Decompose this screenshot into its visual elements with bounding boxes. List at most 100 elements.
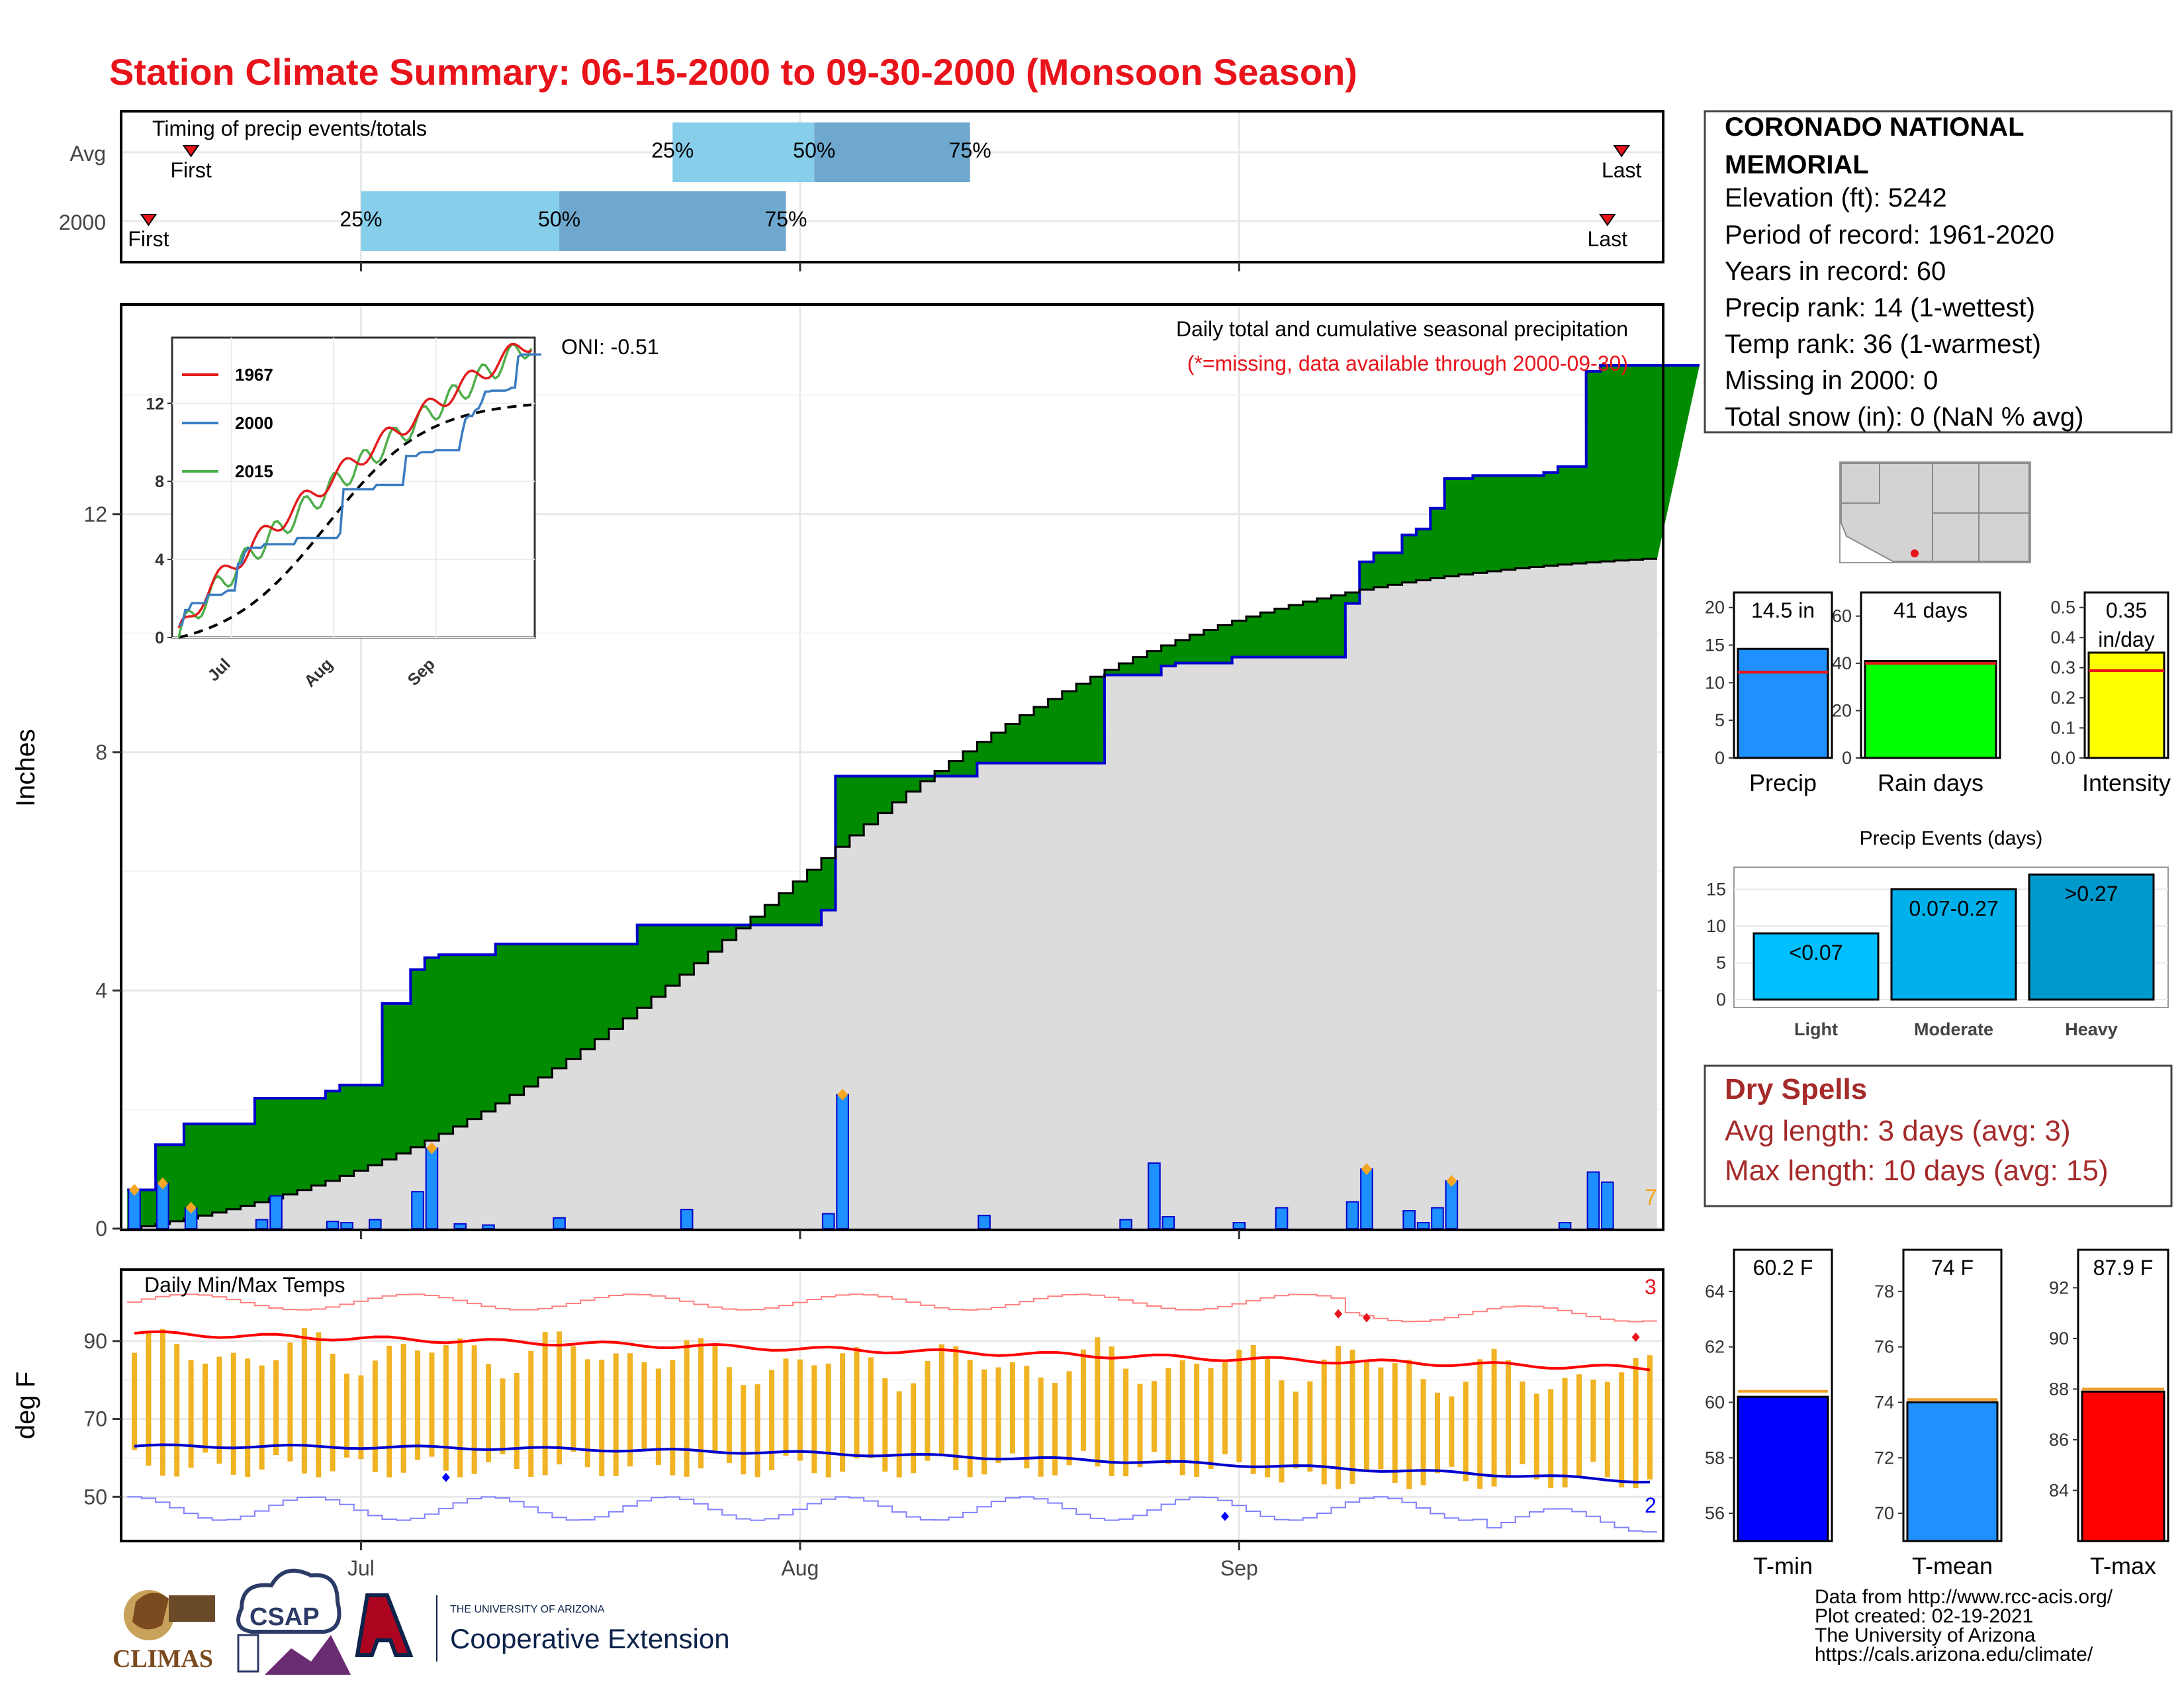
daily-temp-range-bar <box>769 1370 775 1470</box>
daily-precip-bar <box>553 1217 566 1230</box>
daily-precip-bar <box>369 1219 382 1229</box>
daily-temp-range-bar <box>953 1346 959 1470</box>
record-high-marker <box>1362 1313 1371 1323</box>
summary-t-min-label: T-min <box>1753 1552 1813 1579</box>
daily-precip-bar <box>425 1147 439 1229</box>
daily-precip-bar <box>255 1219 269 1229</box>
daily-temp-range-bar <box>146 1332 152 1466</box>
daily-precip-bar <box>340 1222 353 1230</box>
month-tick-label: Sep <box>1220 1556 1258 1580</box>
precip-events-chart: Precip Events (days) 0 5 10 15 <0.07 Light 0.07… <box>1706 827 2169 1039</box>
summary-t-min-y-tick: 62 <box>1705 1337 1725 1357</box>
timing-q50-label: 50% <box>538 207 580 231</box>
footer-line-3: The University of Arizona <box>1815 1624 2036 1646</box>
summary-t-min: 56 58 60 62 64 60.2 F T-min <box>1705 1248 1833 1579</box>
daily-temp-range-bar <box>1123 1368 1129 1477</box>
daily-temp-range-bar <box>995 1367 1001 1464</box>
timing-first-label: First <box>128 227 169 251</box>
station-name: CORONADO NATIONAL <box>1725 113 2025 142</box>
daily-temp-range-bar <box>684 1340 690 1477</box>
daily-temp-range-bar <box>1307 1381 1313 1472</box>
daily-temp-range-bar <box>1250 1344 1256 1474</box>
temp-count-low: 2 <box>1645 1493 1657 1517</box>
record-low-line <box>127 1496 1657 1533</box>
daily-temp-range-bar <box>344 1374 350 1458</box>
daily-temp-range-bar <box>811 1365 817 1474</box>
events-y-tick: 10 <box>1706 916 1726 936</box>
timing-row-avg-label: Avg <box>69 142 106 165</box>
summary-intensity-label: Intensity <box>2082 769 2171 796</box>
daily-temp-range-bar <box>754 1384 760 1477</box>
daily-precip-bar <box>836 1094 849 1229</box>
record-precip-marker <box>837 1088 848 1101</box>
daily-precip-bar <box>1431 1207 1444 1230</box>
summary-t-max-value: 87.9 F <box>2093 1256 2154 1280</box>
summary-intensity-y-tick: 0.3 <box>2050 658 2075 678</box>
summary-precip-y-tick: 10 <box>1705 673 1725 692</box>
timing-panel: Timing of precip events/totals 25% 50% 75%… <box>59 110 1664 263</box>
summary-intensity-y-tick: 0.2 <box>2050 688 2075 708</box>
daily-temp-range-bar <box>1236 1349 1242 1462</box>
daily-temp-range-bar <box>1349 1349 1355 1484</box>
daily-temp-range-bar <box>1505 1360 1511 1476</box>
daily-temp-range-bar <box>613 1353 619 1476</box>
record-precip-marker <box>1446 1175 1457 1188</box>
daily-temp-range-bar <box>486 1364 492 1462</box>
daily-temp-range-bar <box>1576 1374 1582 1477</box>
precip-count-label: 7 <box>1645 1185 1657 1210</box>
summary-precip-y-tick: 20 <box>1705 598 1725 618</box>
inset-y-tick: 12 <box>146 395 164 413</box>
summary-t-min-value: 60.2 F <box>1753 1256 1813 1280</box>
station-info: CORONADO NATIONAL MEMORIAL Elevation (ft… <box>1704 110 2173 434</box>
daily-temp-range-bar <box>1151 1381 1157 1452</box>
climas-logo: CLIMAS <box>113 1590 215 1673</box>
summary-t-mean-y-tick: 74 <box>1874 1392 1894 1412</box>
daily-temp-range-bar <box>542 1332 548 1476</box>
precip-y-tick: 12 <box>83 502 107 526</box>
summary-precip-value: 14.5 in <box>1751 598 1815 622</box>
events-bar-text: >0.27 <box>2065 882 2118 906</box>
summary-t-mean-y-tick: 78 <box>1874 1282 1894 1301</box>
daily-temp-range-bar <box>797 1359 803 1461</box>
timing-first-label: First <box>171 158 212 182</box>
daily-temp-range-bar <box>1363 1362 1369 1471</box>
info-elevation: Elevation (ft): 5242 <box>1725 183 1947 212</box>
avg-cumulative-area <box>127 559 1657 1229</box>
footer-line-1: Data from http://www.rcc-acis.org/ <box>1815 1586 2113 1608</box>
station-name-line2: MEMORIAL <box>1725 150 1869 179</box>
month-tick-label: Jul <box>347 1556 375 1580</box>
precip-panel: Daily total and cumulative seasonal prec… <box>11 303 1700 1241</box>
events-y-tick: 0 <box>1716 990 1726 1009</box>
daily-temp-range-bar <box>1420 1379 1426 1485</box>
summary-rain-days-y-tick: 40 <box>1832 653 1852 673</box>
events-bar-text: <0.07 <box>1790 941 1843 964</box>
precip-y-tick: 0 <box>95 1217 107 1241</box>
daily-temp-range-bar <box>1165 1368 1171 1465</box>
locator-map <box>1839 461 2031 563</box>
inset-legend-label: 1967 <box>235 365 273 385</box>
daily-temp-range-bar <box>358 1375 364 1460</box>
summary-precip-y-tick: 15 <box>1705 635 1725 655</box>
daily-temp-range-bar <box>938 1344 944 1456</box>
daily-temp-range-bar <box>557 1331 563 1465</box>
summary-rain-days-label: Rain days <box>1878 769 1983 796</box>
daily-temp-range-bar <box>627 1353 633 1467</box>
summary-rain-days: 0 20 40 60 41 days Rain days <box>1832 591 2001 796</box>
info-snow: Total snow (in): 0 (NaN % avg) <box>1725 402 2083 432</box>
daily-temp-range-bar <box>712 1344 718 1454</box>
events-bar-moderate <box>1890 888 2017 1001</box>
summary-intensity-y-tick: 0.1 <box>2050 718 2075 738</box>
summary-precip: 0 5 10 15 20 14.5 in Precip <box>1705 591 1833 796</box>
avg-cumulative-line <box>127 557 1657 1230</box>
daily-temp-range-bar <box>670 1360 676 1476</box>
events-title: Precip Events (days) <box>1860 827 2043 849</box>
daily-temp-range-bar <box>1548 1389 1554 1489</box>
inset-y-tick: 0 <box>155 629 164 647</box>
daily-temp-range-bar <box>1491 1348 1497 1487</box>
precip-caption-missing: (*=missing, data available through 2000-… <box>1187 352 1628 375</box>
daily-temp-range-bar <box>741 1385 747 1475</box>
daily-temp-range-bar <box>1321 1359 1327 1485</box>
dry-spells-box: Dry Spells Avg length: 3 days (avg: 3) M… <box>1704 1064 2173 1207</box>
events-bar-light <box>1752 932 1880 1001</box>
temperature-summary-charts: 56 58 60 62 64 60.2 F T-min 70 72 74 76 78 74 F T-mea… <box>1705 1248 2169 1579</box>
